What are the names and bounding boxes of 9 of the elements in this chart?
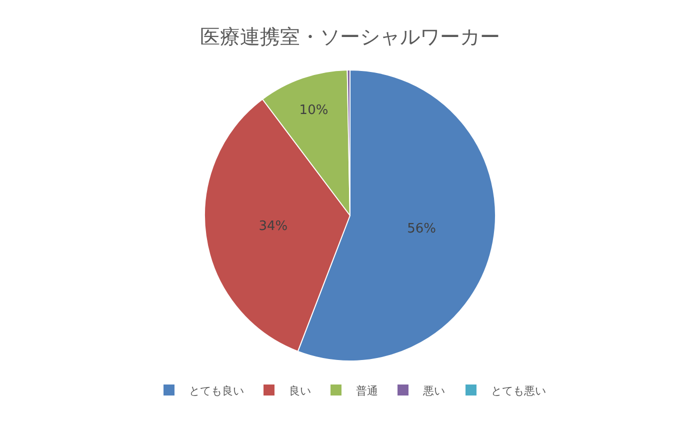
legend-label: 悪い [422, 384, 445, 398]
data-label: 10% [299, 102, 328, 118]
legend-label: とても良い [189, 384, 244, 398]
data-label: 34% [258, 218, 288, 234]
chart-title: 医療連携室・ソーシャルワーカー [200, 24, 500, 48]
legend-label: とても悪い [491, 384, 546, 398]
legend-label: 普通 [356, 384, 378, 398]
data-label: 56% [407, 221, 436, 236]
legend-label: 良い [289, 384, 311, 398]
